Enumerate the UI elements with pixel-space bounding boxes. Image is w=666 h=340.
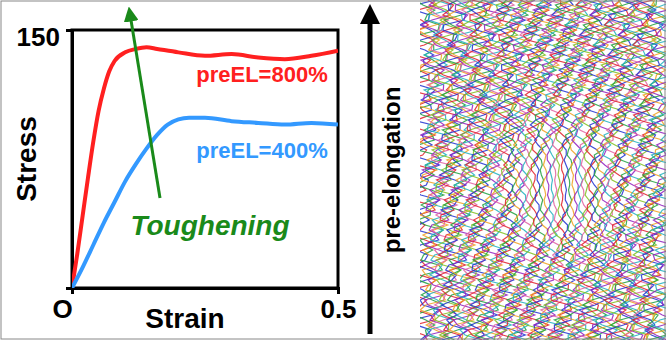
x-tick: 0.5 [320, 288, 356, 324]
series-label: preEL=400% [196, 138, 327, 163]
plot-frame [72, 30, 338, 288]
series-line [72, 47, 338, 288]
plot-area [72, 47, 338, 288]
series-line [72, 118, 338, 288]
polymer-chain [645, 0, 666, 340]
series-label: preEL=800% [196, 62, 327, 87]
annotation: pre-elongation [378, 87, 405, 254]
toughening-arrow [130, 14, 160, 198]
y-tick-label: 150 [17, 22, 60, 52]
x-tick-label: 0.5 [320, 294, 356, 324]
y-axis-line [66, 31, 73, 289]
x-tick: O [52, 288, 72, 324]
y-tick-mark [66, 30, 72, 32]
simulation-image [420, 0, 666, 340]
x-tick-label: O [52, 294, 72, 324]
y-axis-title: Stress [11, 116, 42, 202]
y-tick: 150 [17, 22, 72, 52]
x-tick-mark [338, 288, 340, 294]
polymer-chain [487, 0, 515, 340]
x-axis-title: Strain [145, 303, 224, 334]
pre-elongation-arrow [368, 14, 373, 334]
polymer-chain [585, 0, 612, 340]
panel-border [1, 1, 665, 339]
x-axis-line [73, 289, 339, 295]
annotation: Toughening [130, 210, 289, 241]
polymer-chain [649, 0, 666, 340]
polymer-chain [424, 0, 455, 340]
polymer-chain [524, 0, 553, 340]
figure: O 0.5 150 Strain Stress preEL=800% preEL=400% T… [0, 0, 666, 340]
